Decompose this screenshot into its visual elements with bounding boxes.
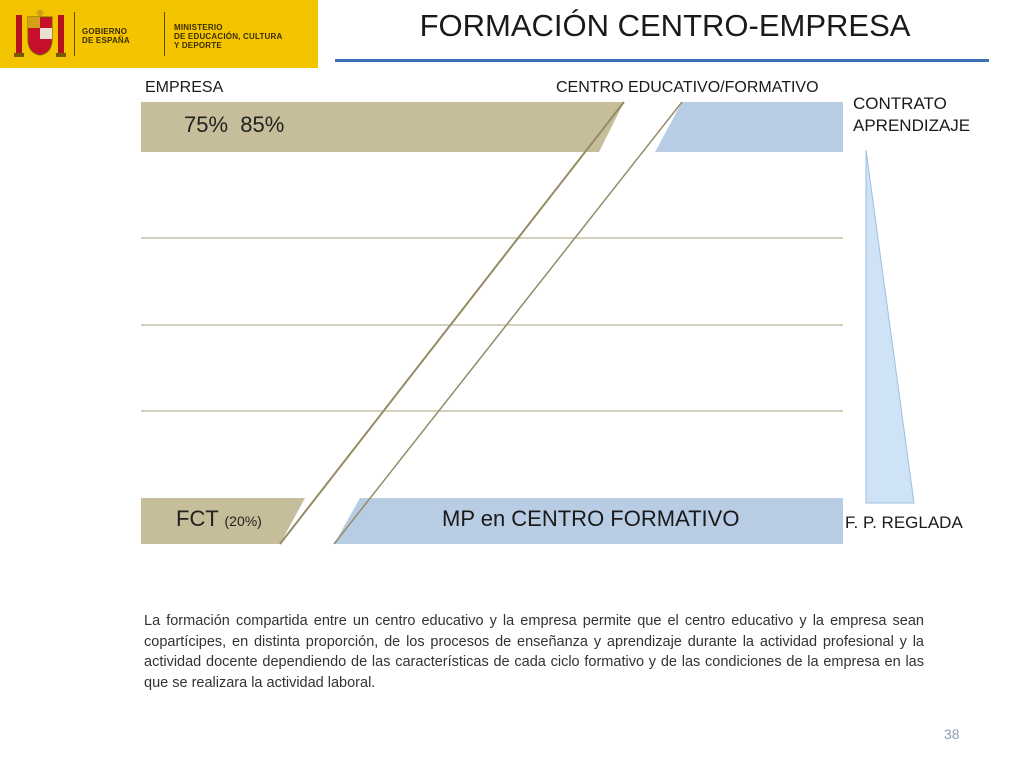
bottom-band-fct [141,498,305,544]
fct-text: FCT [176,506,219,531]
mp-label: MP en CENTRO FORMATIVO [442,506,740,531]
logo-divider [74,12,75,56]
diagonal-edge-right [333,101,683,545]
title-underline [335,59,989,62]
logo-divider-2 [164,12,165,56]
logo-government-text: GOBIERNO DE ESPAÑA [82,27,130,45]
description-paragraph: La formación compartida entre un centro … [144,613,924,691]
label-empresa: EMPRESA [145,79,224,96]
coat-of-arms-icon [14,9,66,57]
logo-ministry-text: MINISTERIO DE EDUCACIÓN, CULTURA Y DEPOR… [174,23,283,50]
bottom-band-mp [334,498,843,544]
fp-reglada-wedge [865,149,915,504]
label-fp-reglada: F. P. REGLADA [845,513,963,532]
page-title: FORMACIÓN CENTRO-EMPRESA [419,8,911,43]
label-contrato-aprendizaje: CONTRATO APRENDIZAJE [853,94,971,135]
government-logo: GOBIERNO DE ESPAÑA MINISTERIO DE EDUCACI… [0,0,318,68]
top-percentages: 75% 85% [184,112,285,137]
top-band-centro [655,102,843,152]
diagonal-edge-left [279,101,625,545]
top-band-empresa [141,102,624,152]
fct-percentage: (20%) [224,513,262,529]
fct-label: FCT (20%) [176,506,262,532]
page-number: 38 [944,726,960,742]
label-centro-educativo: CENTRO EDUCATIVO/FORMATIVO [556,79,819,96]
